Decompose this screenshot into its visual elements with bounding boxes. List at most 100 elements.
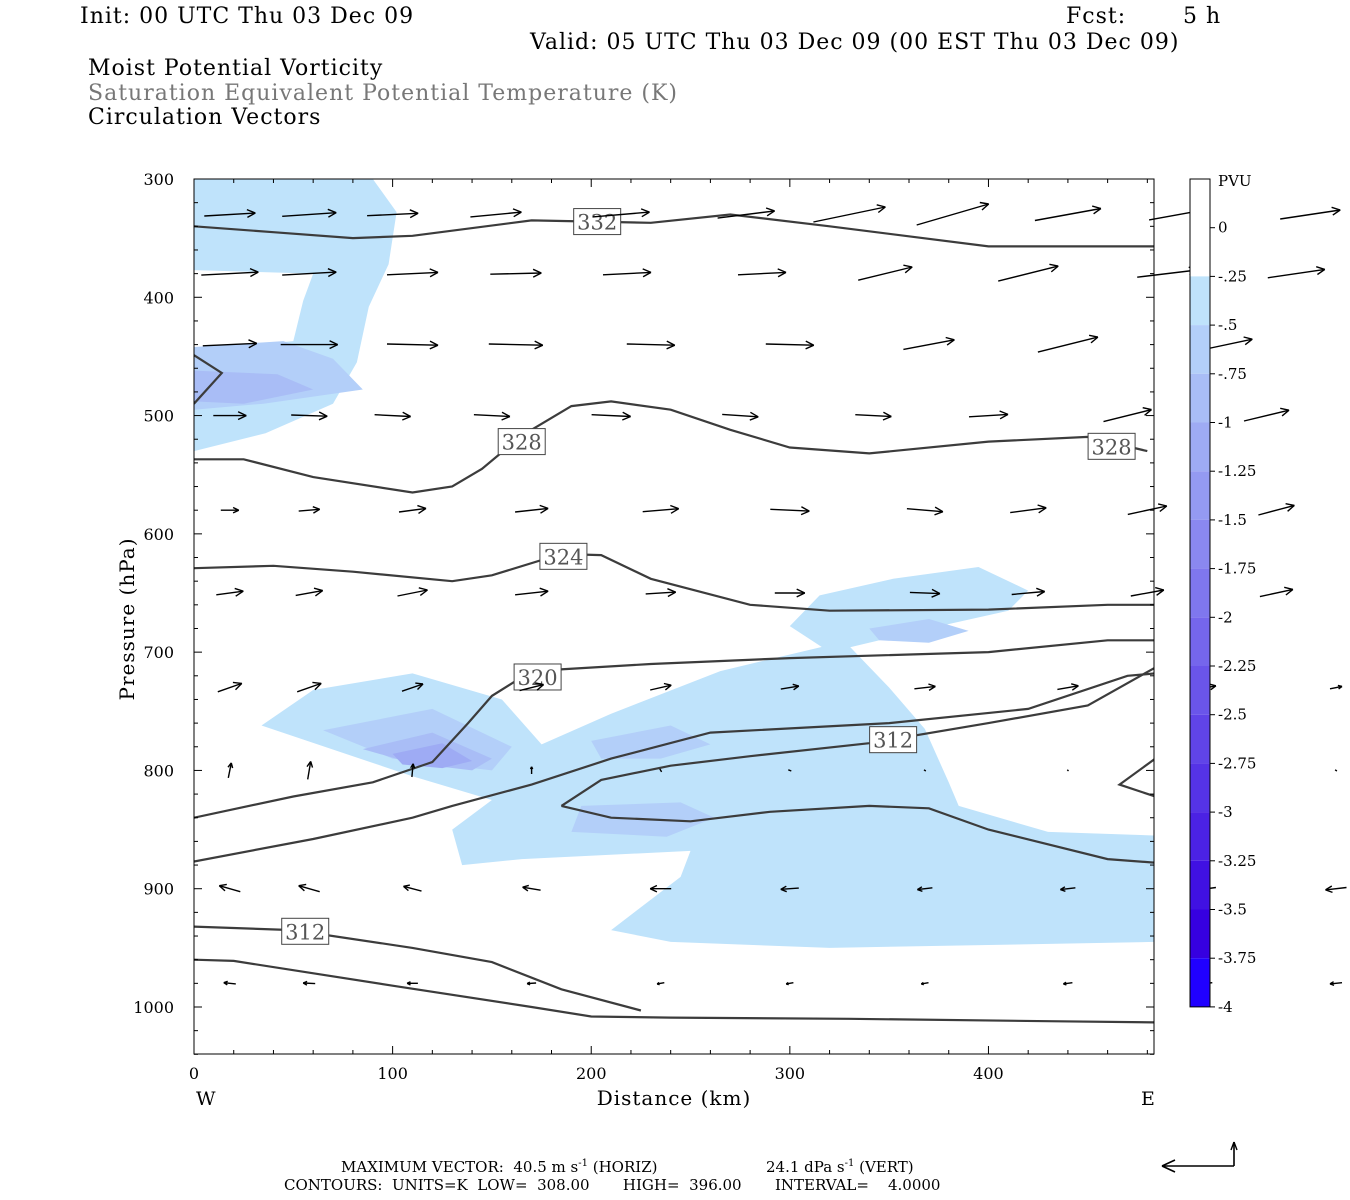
vector-arrow: [770, 506, 810, 516]
colorbar-label: -.5: [1218, 316, 1237, 334]
colorbar-swatch: [1190, 325, 1210, 374]
vector-arrow: [201, 267, 259, 278]
pv-region-10: [392, 743, 473, 769]
y-tick-label: 1000: [133, 998, 174, 1017]
colorbar-label: -1: [1218, 414, 1233, 432]
vector-arrow: [602, 268, 652, 278]
vector-arrow: [296, 681, 322, 693]
contour-label-box-5: [869, 726, 918, 754]
colorbar-label: -2.5: [1218, 706, 1247, 724]
vector-arrow: [374, 411, 411, 421]
axis-ticks: 300 400 500 600 700 800 900 1000 0 100 200 300 400: [133, 170, 1154, 1083]
theta-contour-7: [561, 804, 1154, 864]
vector-arrow: [968, 410, 1009, 420]
vector-arrow: [403, 884, 422, 892]
theta-contour-11: [1117, 758, 1154, 798]
theta-contour-4: [194, 639, 1154, 819]
colorbar-swatch: [1190, 860, 1210, 910]
vector-arrow: [642, 504, 680, 514]
vector-arrow: [855, 411, 892, 421]
vector-arrow: [1329, 981, 1343, 987]
vector-arrow: [1334, 769, 1338, 772]
vector-arrow: [903, 336, 955, 351]
max-vector-horiz: MAXIMUM VECTOR: 40.5 m s: [341, 1158, 579, 1176]
y-tick-label: 900: [143, 880, 174, 899]
colorbar-label: -1.75: [1218, 560, 1256, 578]
vector-arrow: [1010, 504, 1047, 514]
x-end-label-east: E: [1141, 1088, 1155, 1110]
vector-arrow: [515, 587, 549, 597]
vector-arrow: [295, 587, 324, 597]
colorbar-label: -2.25: [1218, 657, 1256, 675]
vector-arrow: [1066, 769, 1069, 772]
vector-arrow: [291, 411, 328, 421]
vector-arrow: [920, 981, 929, 986]
vector-arrow: [1243, 407, 1290, 422]
vector-arrow: [813, 204, 886, 223]
colorbar-label: -3.5: [1218, 901, 1247, 919]
theta-contour-3: [194, 552, 1154, 612]
vector-arrow: [473, 411, 511, 421]
colorbar-swatch: [1190, 422, 1210, 472]
vector-arrow: [656, 981, 665, 986]
theta-contour-6: [560, 666, 1154, 807]
theta-contour-5: [194, 672, 1154, 863]
vector-arrow: [386, 268, 439, 278]
vector-arrow: [998, 263, 1059, 282]
colorbar-label: 0: [1218, 219, 1228, 237]
vector-arrow: [659, 768, 663, 773]
colorbar-label: -3: [1218, 803, 1233, 821]
vector-arrow: [202, 339, 258, 349]
vector-arrow: [213, 411, 247, 421]
vector-arrow: [298, 883, 320, 893]
colorbar-swatch: [1190, 763, 1210, 813]
vector-arrow: [526, 981, 537, 986]
x-end-label-west: W: [196, 1088, 216, 1110]
horiz-tag: (HORIZ): [587, 1158, 658, 1176]
vector-arrow: [1103, 407, 1152, 423]
reference-vector-icon: [1161, 1141, 1238, 1173]
vector-arrow: [490, 268, 542, 278]
vector-arrow: [1137, 266, 1198, 278]
vector-arrow: [522, 884, 541, 892]
contour-label-3: 324: [543, 545, 583, 569]
x-tick-label: 0: [189, 1064, 199, 1083]
vector-arrow: [1259, 586, 1294, 598]
x-tick-label: 200: [576, 1064, 607, 1083]
pv-region-8: [194, 370, 314, 404]
vector-arrow: [1063, 981, 1073, 986]
horiz-unit-exponent: -1: [578, 1158, 588, 1169]
vector-arrow: [1280, 206, 1341, 220]
colorbar-unit: PVU: [1218, 172, 1252, 190]
colorbar-label: -1.5: [1218, 511, 1247, 529]
vector-arrow: [788, 769, 792, 772]
vector-arrow: [1060, 886, 1076, 892]
y-axis-label: Pressure (hPa): [115, 538, 139, 701]
vector-arrow: [280, 340, 339, 350]
vector-arrow: [909, 588, 941, 598]
y-tick-label: 300: [143, 170, 174, 189]
field-title-pv: Moist Potential Vorticity: [88, 56, 384, 81]
colorbar-swatch: [1190, 276, 1210, 326]
vector-arrow: [717, 207, 775, 219]
colorbar-label: -.75: [1218, 365, 1247, 383]
colorbar-swatch: [1190, 227, 1210, 277]
vector-arrow: [220, 506, 240, 514]
colorbar-label: -2: [1218, 608, 1233, 626]
max-vector-vert-line: 24.1 dPa s-1 (VERT): [766, 1159, 914, 1175]
vector-arrow: [1325, 885, 1347, 894]
field-title-vectors: Circulation Vectors: [88, 105, 322, 130]
colorbar-swatch: [1190, 179, 1210, 228]
colorbar-label: -3.25: [1218, 852, 1256, 870]
y-tick-label: 700: [143, 643, 174, 662]
vector-arrow: [765, 340, 815, 350]
theta-contour-9: [194, 958, 1154, 1024]
colorbar-swatch: [1190, 666, 1210, 715]
y-tick-label: 400: [143, 288, 174, 307]
y-tick-label: 800: [143, 761, 174, 780]
vector-arrow: [401, 682, 424, 692]
colorbar-label: -4: [1218, 998, 1233, 1016]
vector-arrow: [774, 588, 806, 598]
valid-time: Valid: 05 UTC Thu 03 Dec 09 (00 EST Thu …: [530, 30, 1180, 55]
vector-arrow: [1329, 684, 1343, 690]
